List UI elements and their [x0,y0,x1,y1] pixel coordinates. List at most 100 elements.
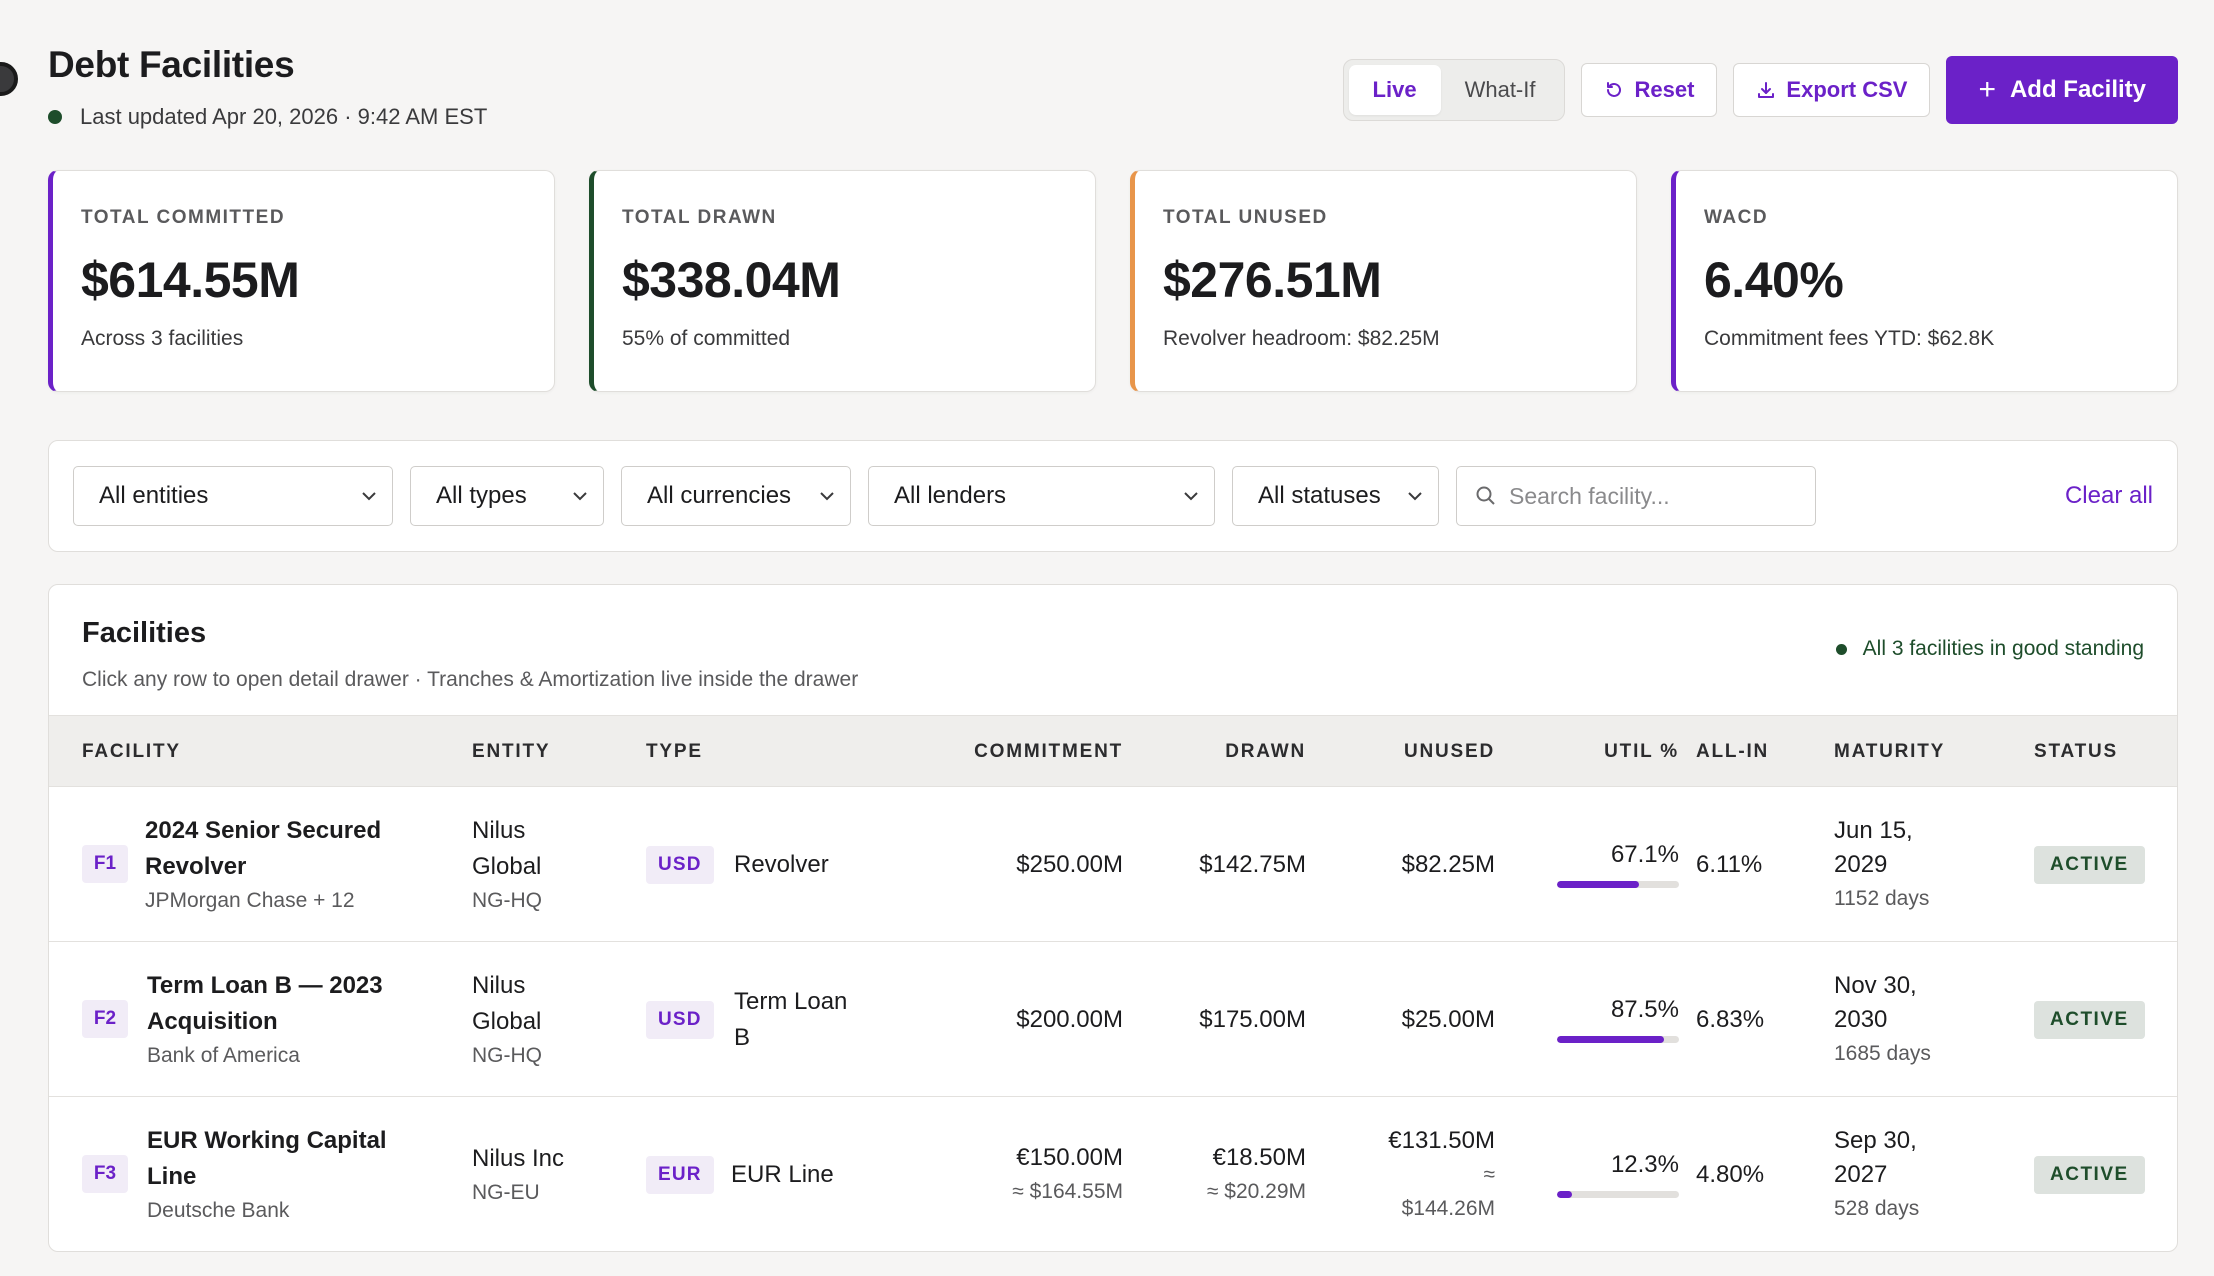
kpi-subtext: 55% of committed [622,327,791,350]
standing-status-dot [1835,643,1847,655]
status-filter-value: All statuses [1258,482,1381,509]
page-title: Debt Facilities [48,44,295,85]
drawn-cell: €18.50M ≈ $20.29M [1206,1097,1306,1251]
facility-cell: EUR Working Capital Line Deutsche Bank [147,1097,387,1251]
allin-cell: 6.83% [1696,942,1764,1097]
util-progress-bar [1557,1191,1679,1198]
mode-live-button[interactable]: Live [1348,65,1441,115]
allin-value: 4.80% [1696,1160,1765,1188]
entity-name-line2: Global [472,852,542,880]
kpi-label: TOTAL DRAWN [622,207,777,228]
kpi-value: $614.55M [81,252,300,308]
drawn-cell: $142.75M [1199,787,1306,942]
entity-name-line1: Nilus [472,816,526,844]
util-value: 67.1% [1610,841,1679,868]
clear-all-link[interactable]: Clear all [2064,482,2153,509]
status-filter-select[interactable]: All statuses [1232,466,1439,526]
unused-cell: $25.00M [1402,942,1495,1097]
kpi-value: $276.51M [1163,252,1382,308]
currency-filter-select[interactable]: All currencies [621,466,851,526]
allin-cell: 6.11% [1696,787,1762,942]
util-progress-fill [1557,1191,1572,1198]
col-header-facility[interactable]: FACILITY [82,741,181,762]
type-name-line1: Term Loan [734,987,848,1015]
commitment-cell: $250.00M [1016,787,1123,942]
facility-lender: Bank of America [147,1043,300,1067]
facility-name-line1: Term Loan B — 2023 [147,971,383,999]
entity-filter-value: All entities [99,482,209,509]
util-progress-bar [1557,881,1679,888]
export-csv-label: Export CSV [1786,77,1908,102]
facilities-panel-header: Facilities Click any row to open detail … [49,585,2177,715]
table-row[interactable]: F1 2024 Senior Secured Revolver JPMorgan… [49,787,2177,942]
maturity-date-line1: Nov 30, [1834,971,1917,999]
col-header-unused[interactable]: UNUSED [1403,741,1495,762]
type-filter-value: All types [436,482,527,509]
live-status-dot [48,110,62,124]
kpi-wacd: WACD 6.40% Commitment fees YTD: $62.8K [1671,170,2178,392]
drawn-usd-equiv: ≈ $20.29M [1206,1179,1306,1203]
entity-cell: Nilus Global NG-HQ [472,787,542,942]
search-icon [1476,486,1495,505]
commitment-cell: €150.00M ≈ $164.55M [1012,1097,1123,1251]
table-row[interactable]: F3 EUR Working Capital Line Deutsche Ban… [49,1097,2177,1251]
filter-bar: All entities All types All currencies Al… [48,440,2178,552]
export-csv-button[interactable]: Export CSV [1733,63,1931,117]
maturity-date-line2: 2027 [1834,1160,1888,1188]
col-header-allin[interactable]: ALL-IN [1696,741,1770,762]
add-facility-button[interactable]: + Add Facility [1946,56,2178,124]
edge-handle[interactable] [0,62,18,96]
type-name-line2: B [734,1023,751,1051]
table-header: FACILITY ENTITY TYPE COMMITMENT DRAWN UN… [49,715,2177,787]
util-progress-bar [1557,1036,1679,1043]
commitment-value: €150.00M [1016,1143,1123,1171]
standing-text: All 3 facilities in good standing [1862,637,2144,660]
chevron-down-icon [1408,492,1422,501]
facility-id-badge: F3 [82,1155,128,1193]
maturity-cell: Sep 30, 2027 528 days [1834,1097,1919,1251]
maturity-cell: Nov 30, 2030 1685 days [1834,942,1931,1097]
search-placeholder: Search facility... [1509,482,1670,509]
maturity-date-line1: Sep 30, [1834,1126,1917,1154]
entity-cell: Nilus Global NG-HQ [472,942,542,1097]
chevron-down-icon [362,492,376,501]
col-header-entity[interactable]: ENTITY [472,741,551,762]
drawn-value: €18.50M [1212,1143,1306,1171]
maturity-date-line2: 2029 [1834,850,1888,878]
status-badge: ACTIVE [2034,846,2145,884]
unused-cell: €131.50M ≈ $144.26M [1388,1097,1495,1251]
col-header-drawn[interactable]: DRAWN [1225,741,1306,762]
type-cell: Revolver [734,787,829,942]
kpi-label: TOTAL COMMITTED [81,207,286,228]
kpi-label: TOTAL UNUSED [1163,207,1328,228]
kpi-value: 6.40% [1704,252,1844,308]
facilities-panel: Facilities Click any row to open detail … [48,584,2178,1252]
entity-filter-select[interactable]: All entities [73,466,393,526]
table-row[interactable]: F2 Term Loan B — 2023 Acquisition Bank o… [49,942,2177,1097]
entity-code: NG-EU [472,1180,540,1204]
unused-value: €131.50M [1388,1126,1495,1154]
standing-indicator: All 3 facilities in good standing [1835,637,2144,661]
facility-search-input[interactable]: Search facility... [1456,466,1816,526]
unused-usd-equiv: $144.26M [1401,1196,1495,1220]
col-header-commitment[interactable]: COMMITMENT [974,741,1123,762]
facility-cell: Term Loan B — 2023 Acquisition Bank of A… [147,942,383,1097]
lender-filter-select[interactable]: All lenders [868,466,1215,526]
col-header-util[interactable]: UTIL % [1604,741,1679,762]
entity-code: NG-HQ [472,1043,542,1067]
maturity-days: 1685 days [1834,1041,1931,1065]
status-badge: ACTIVE [2034,1001,2145,1039]
col-header-maturity[interactable]: MATURITY [1834,741,1946,762]
mode-toggle: Live What-If [1342,59,1566,121]
currency-badge: USD [646,846,714,884]
drawn-value: $175.00M [1199,1005,1306,1033]
util-value: 12.3% [1610,1151,1679,1178]
kpi-subtext: Across 3 facilities [81,327,244,350]
reset-button[interactable]: Reset [1581,63,1718,117]
col-header-type[interactable]: TYPE [646,741,703,762]
unused-cell: $82.25M [1402,787,1495,942]
type-filter-select[interactable]: All types [410,466,604,526]
mode-whatif-button[interactable]: What-If [1464,77,1536,102]
allin-value: 6.83% [1696,1005,1765,1033]
col-header-status[interactable]: STATUS [2034,741,2118,762]
